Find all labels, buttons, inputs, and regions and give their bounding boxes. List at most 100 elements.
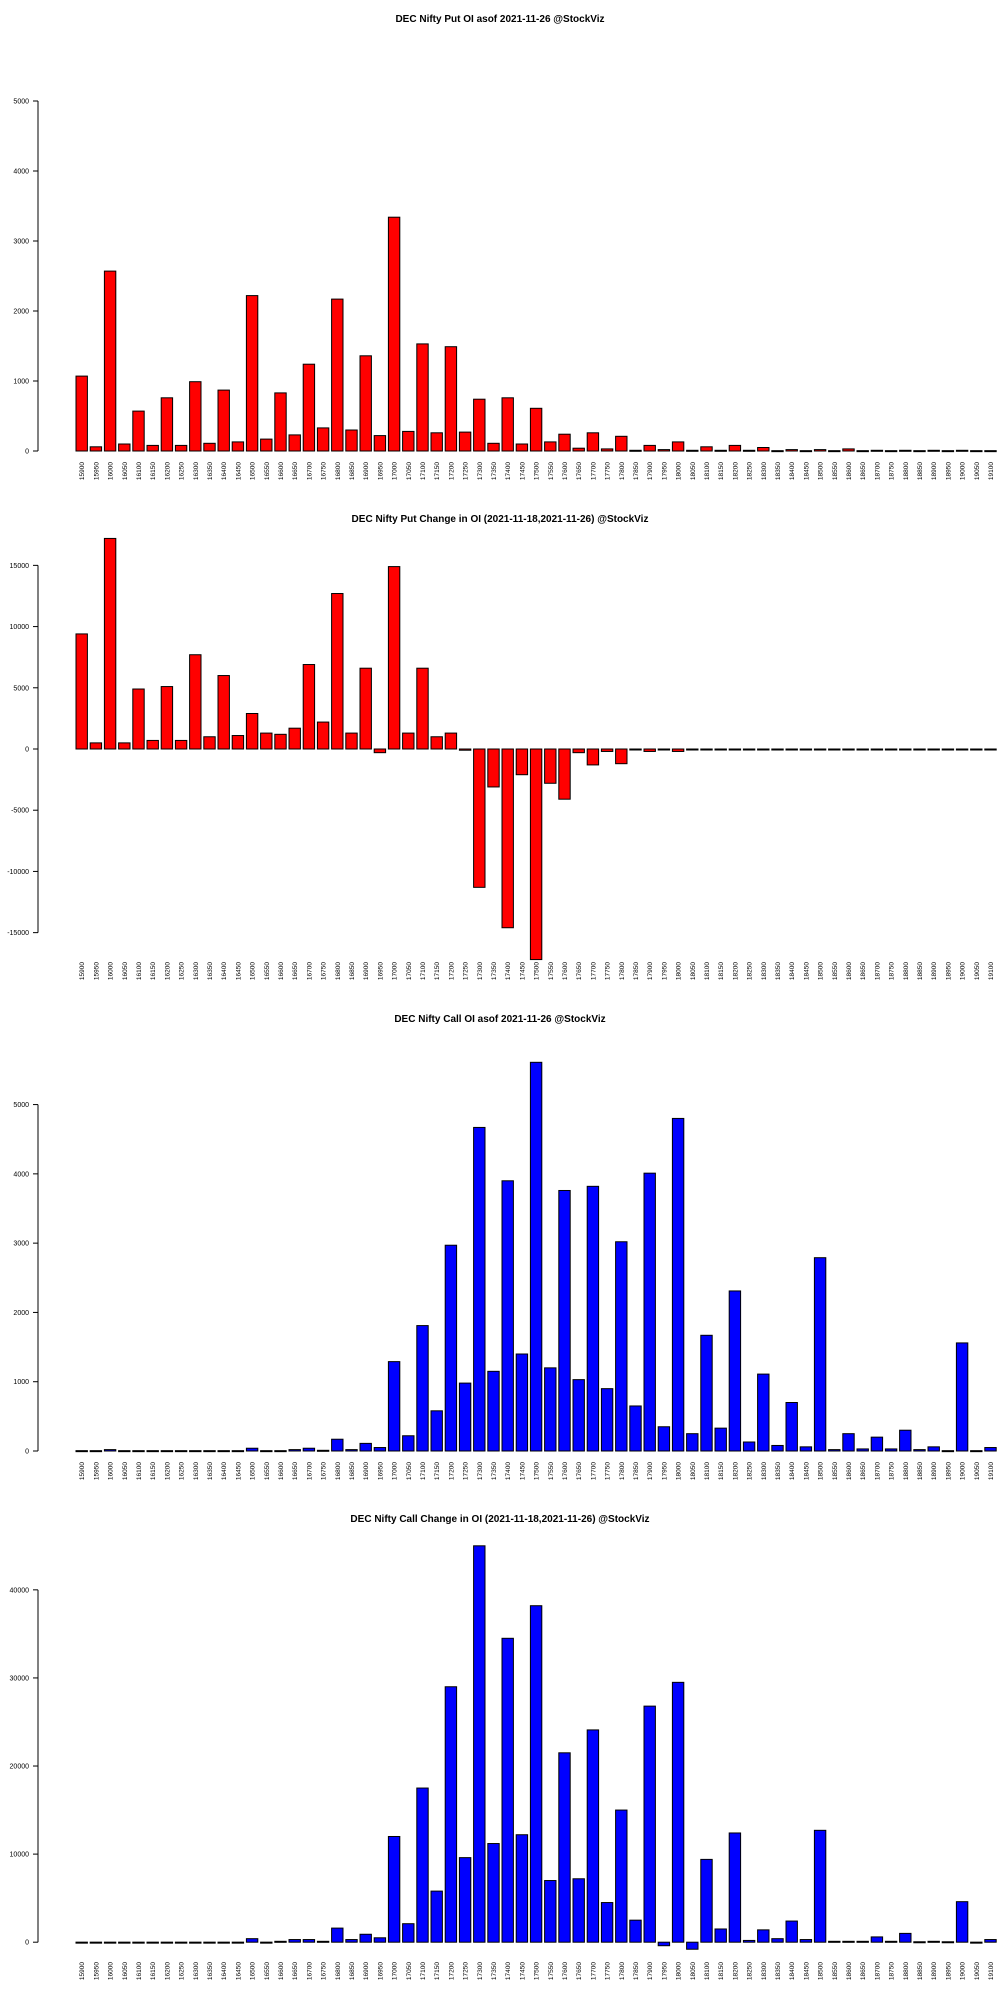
x-tick-label: 16150 [150,962,157,980]
bar-18300 [757,1373,770,1452]
bar-16100 [132,1941,145,1944]
bar-18200 [728,444,742,452]
bar-16550 [260,732,273,750]
x-tick-label: 16750 [321,1462,328,1480]
x-tick-label: 18850 [917,462,924,480]
bar-17400 [501,1637,514,1943]
x-tick-label: 17300 [477,1462,484,1480]
bar-18000 [671,1681,685,1943]
bar-18950 [941,1941,955,1944]
x-tick-label: 18900 [931,962,938,980]
bar-16650 [288,727,301,750]
y-tick-label: 5000 [13,685,29,692]
bar-16350 [203,1941,216,1944]
bar-17550 [544,748,557,784]
x-tick-label: 17650 [576,462,583,480]
x-tick-label: 18300 [761,1462,768,1480]
bar-16900 [359,667,372,750]
bar-18000 [671,748,685,752]
x-tick-label: 16900 [363,962,370,980]
x-tick-label: 17900 [647,462,654,480]
x-tick-label: 16400 [221,1962,228,1980]
bar-18050 [686,1941,699,1950]
bar-19000 [955,748,969,751]
bar-18700 [870,748,884,751]
x-tick-label: 16150 [150,1462,157,1480]
x-tick-label: 17200 [448,462,455,480]
x-tick-label: 18250 [747,1462,754,1480]
y-tick-label: -5000 [11,808,29,815]
x-tick-label: 16850 [349,1962,356,1980]
x-tick-label: 16800 [335,1462,342,1480]
x-tick-label: 17600 [562,962,569,980]
y-tick-label: 4000 [13,169,29,176]
bar-17600 [558,1189,571,1452]
bar-18050 [686,1433,699,1452]
x-tick-label: 17800 [619,1962,626,1980]
x-tick-label: 16550 [264,1962,271,1980]
bar-17300 [473,1126,486,1452]
chart-title: DEC Nifty Call Change in OI (2021-11-18,… [350,1514,649,1525]
bar-17000 [387,566,401,750]
bar-16850 [345,429,358,452]
x-tick-label: 16850 [349,462,356,480]
bar-17050 [402,1923,415,1943]
x-tick-label: 18750 [889,1462,896,1480]
bar-18550 [828,1449,841,1452]
bar-16700 [302,1447,316,1452]
x-tick-label: 18400 [789,1462,796,1480]
y-tick-label: 5000 [13,1102,29,1109]
bar-18100 [700,748,713,751]
x-tick-label: 15950 [93,462,100,480]
bar-18900 [927,1446,940,1452]
x-tick-label: 18550 [832,462,839,480]
bar-18750 [884,1448,898,1452]
bar-16150 [146,1450,159,1453]
bar-18850 [913,1941,926,1944]
bar-17650 [572,447,585,452]
y-tick-label: 0 [25,1449,29,1456]
x-tick-label: 16800 [335,962,342,980]
x-tick-label: 17100 [420,962,427,980]
bar-17300 [473,1545,486,1943]
x-tick-label: 18750 [889,1962,896,1980]
bar-17750 [600,1388,614,1452]
x-tick-label: 16250 [179,1462,186,1480]
bar-17150 [430,736,443,750]
bar-17100 [416,1787,429,1943]
x-tick-label: 18050 [690,1962,697,1980]
bar-16750 [316,1449,330,1452]
x-tick-label: 17050 [406,1962,413,1980]
x-tick-label: 17700 [590,1962,597,1980]
bar-18400 [785,449,798,452]
x-tick-label: 16050 [122,1962,129,1980]
bar-18100 [700,446,713,452]
bar-15950 [89,1941,103,1944]
bar-16500 [245,1938,259,1943]
bar-18350 [771,1938,784,1943]
bar-16050 [118,443,131,452]
x-tick-label: 16950 [377,1462,384,1480]
x-tick-label: 16650 [292,462,299,480]
x-tick-label: 17000 [392,462,399,480]
x-tick-label: 15900 [79,462,86,480]
bar-16200 [160,686,174,750]
x-tick-label: 18900 [931,462,938,480]
bar-18400 [785,748,798,751]
bar-17450 [515,1353,529,1452]
x-tick-label: 16950 [377,1962,384,1980]
x-tick-label: 18700 [874,1962,881,1980]
x-tick-label: 18950 [945,1962,952,1980]
x-tick-label: 18250 [747,1962,754,1980]
x-tick-label: 18000 [676,462,683,480]
x-tick-label: 18350 [775,962,782,980]
x-tick-label: 18600 [846,962,853,980]
bar-16200 [160,397,174,452]
x-tick-label: 17200 [448,962,455,980]
bar-16850 [345,732,358,750]
bar-16800 [331,593,344,750]
x-tick-label: 16800 [335,462,342,480]
x-tick-label: 16850 [349,1462,356,1480]
bar-17000 [387,1835,401,1943]
x-tick-label: 17500 [534,1462,541,1480]
